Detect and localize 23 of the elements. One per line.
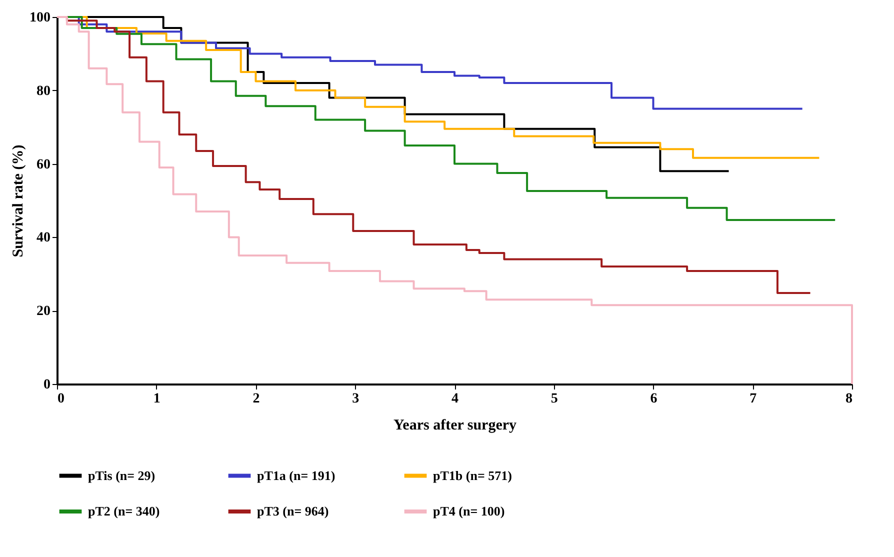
y-tick-label: 60	[36, 157, 50, 172]
x-tick-label: 1	[153, 392, 160, 406]
y-axis-title: Survival rate (%)	[10, 144, 26, 258]
y-tick-label: 0	[44, 378, 50, 392]
legend-label: pT4 (n= 100)	[433, 504, 505, 518]
legend-label: pT3 (n= 964)	[257, 504, 329, 518]
x-tick-label: 8	[846, 392, 852, 406]
y-tick-label: 80	[36, 84, 50, 99]
legend-label: pT1b (n= 571)	[433, 468, 512, 483]
legend-label: pT2 (n= 340)	[88, 504, 160, 518]
x-tick-label: 2	[252, 392, 260, 406]
y-tick-label: 20	[36, 304, 50, 320]
x-tick-label: 5	[550, 392, 558, 406]
legend-label: pTis (n= 29)	[88, 468, 156, 483]
x-tick-label: 4	[452, 392, 458, 406]
x-axis-title: Years after surgery	[393, 418, 517, 434]
y-tick-label: 100	[30, 10, 50, 26]
x-tick-label: 3	[352, 392, 360, 406]
legend-label: pT1a (n= 191)	[257, 468, 336, 483]
x-tick-label: 7	[750, 392, 757, 406]
y-tick-label: 40	[36, 230, 50, 246]
x-tick-label: 6	[650, 392, 658, 406]
x-tick-label: 0	[58, 392, 64, 406]
